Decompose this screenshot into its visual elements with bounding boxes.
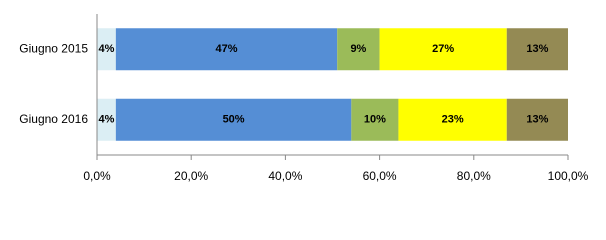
- x-tick-label: 80,0%: [457, 169, 491, 183]
- bar-segment: [97, 28, 116, 71]
- value-label: 4%: [98, 114, 114, 126]
- bar-segment: [506, 28, 568, 71]
- x-tick-label: 40,0%: [268, 169, 302, 183]
- value-label: 27%: [432, 43, 454, 55]
- bar-segment: [506, 98, 568, 141]
- value-label: 50%: [223, 114, 245, 126]
- bar-segment: [115, 28, 338, 71]
- value-label: 13%: [526, 43, 548, 55]
- x-tick-label: 100,0%: [548, 169, 589, 183]
- bar-segment: [337, 28, 380, 71]
- value-label: 23%: [442, 114, 464, 126]
- bar-segment: [379, 28, 507, 71]
- value-label: 13%: [526, 114, 548, 126]
- bar-segment: [351, 98, 399, 141]
- y-tick-label: Giugno 2015: [19, 41, 88, 55]
- chart: Giugno 2015 4% 47% 9% 27% 13% Giugno 2016 4% 50%…: [19, 14, 589, 183]
- bar-segment: [398, 98, 507, 141]
- bar-segment: [97, 98, 116, 141]
- value-label: 4%: [98, 43, 114, 55]
- value-label: 9%: [350, 43, 366, 55]
- x-tick-label: 0,0%: [83, 169, 111, 183]
- bar-segment: [115, 98, 352, 141]
- value-label: 10%: [364, 114, 386, 126]
- y-tick-label: Giugno 2016: [19, 112, 88, 126]
- x-tick-label: 20,0%: [174, 169, 208, 183]
- x-tick-label: 60,0%: [363, 169, 397, 183]
- value-label: 47%: [216, 43, 238, 55]
